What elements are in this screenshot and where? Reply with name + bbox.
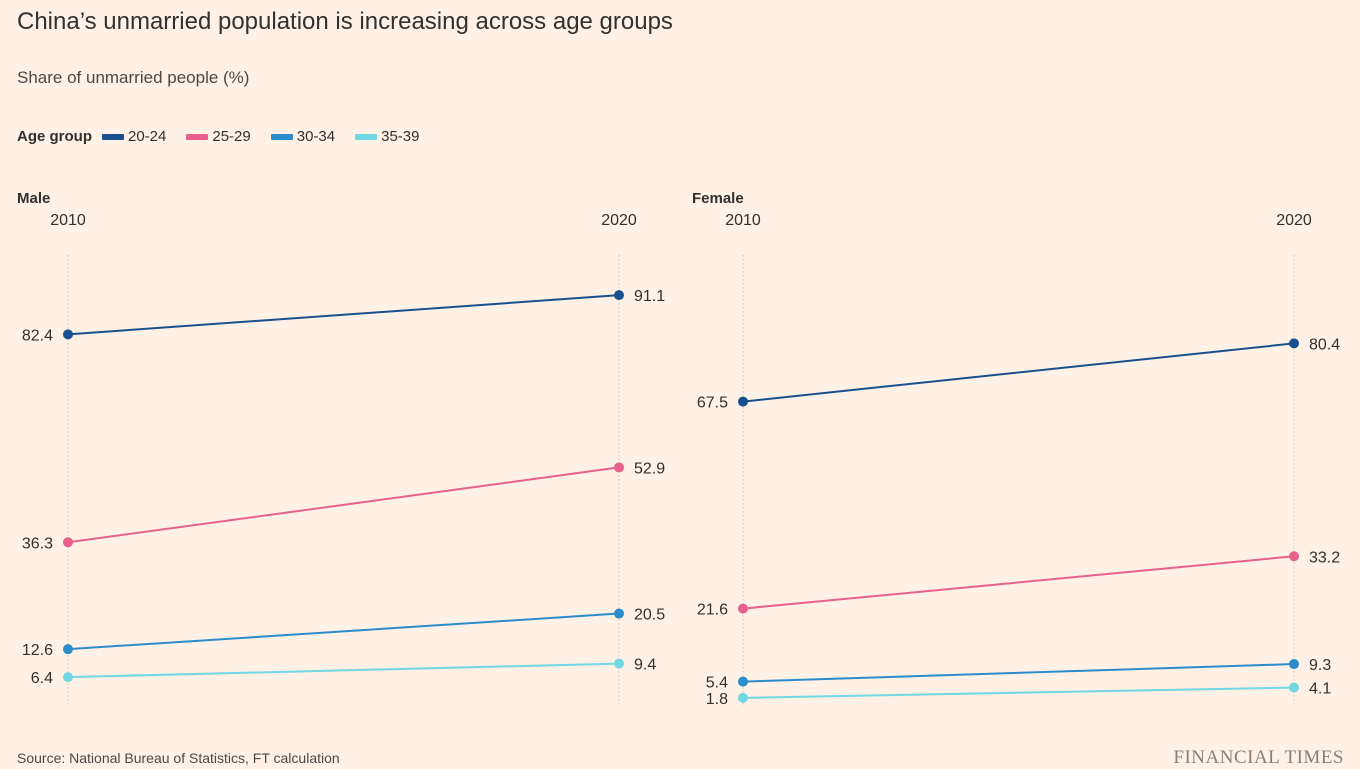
- data-point: [63, 537, 73, 548]
- x-tick-label: 2010: [725, 212, 761, 229]
- chart-subtitle: Share of unmarried people (%): [17, 68, 250, 87]
- data-label: 5.4: [706, 675, 728, 692]
- data-label: 82.4: [22, 327, 53, 344]
- data-point: [614, 462, 624, 473]
- series-line-30-34: [67, 612, 620, 651]
- data-label: 21.6: [697, 602, 728, 619]
- legend-label: 25-29: [212, 128, 251, 145]
- data-label: 4.1: [1309, 681, 1331, 698]
- source-note: Source: National Bureau of Statistics, F…: [17, 750, 340, 766]
- data-point: [1289, 551, 1299, 562]
- ft-logo: FINANCIAL TIMES: [1173, 747, 1344, 768]
- series-line-20-24: [67, 294, 620, 336]
- series-line-35-39: [742, 686, 1295, 699]
- legend-swatch: [270, 133, 293, 140]
- legend-title: Age group: [17, 128, 92, 145]
- data-point: [738, 603, 748, 614]
- data-point: [63, 329, 73, 340]
- data-label: 80.4: [1309, 336, 1340, 353]
- panel-title-female: Female: [692, 190, 744, 207]
- x-tick-label: 2020: [1276, 212, 1312, 229]
- data-label: 12.6: [22, 642, 53, 659]
- legend-label: 35-39: [381, 128, 420, 145]
- x-tick-label: 2010: [50, 212, 86, 229]
- panel-title-male: Male: [17, 190, 51, 207]
- data-point: [738, 692, 748, 703]
- series-line-20-24: [742, 342, 1295, 403]
- data-point: [738, 396, 748, 407]
- x-tick-label: 2020: [601, 212, 637, 229]
- data-point: [1289, 682, 1299, 693]
- legend-label: 30-34: [296, 128, 336, 145]
- data-label: 9.3: [1309, 657, 1331, 674]
- data-label: 9.4: [634, 657, 656, 674]
- data-label: 67.5: [697, 395, 728, 412]
- series-line-25-29: [742, 555, 1295, 610]
- series-line-35-39: [67, 662, 620, 679]
- data-label: 6.4: [31, 670, 53, 687]
- series-line-25-29: [67, 466, 620, 544]
- legend-swatch: [102, 133, 124, 140]
- legend-item-30-34: 30-34: [270, 128, 336, 145]
- legend-item-25-29: 25-29: [186, 128, 251, 145]
- data-point: [614, 658, 624, 669]
- data-point: [614, 608, 624, 619]
- data-label: 91.1: [634, 288, 665, 305]
- data-point: [63, 672, 73, 683]
- data-label: 20.5: [634, 607, 665, 624]
- legend: Age group 20-24 25-29 30-34 35-39: [17, 128, 440, 145]
- legend-label: 20-24: [128, 128, 167, 145]
- data-label: 36.3: [22, 535, 53, 552]
- data-point: [63, 644, 73, 655]
- data-point: [1289, 659, 1299, 670]
- legend-item-20-24: 20-24: [102, 128, 166, 145]
- legend-swatch: [186, 133, 209, 140]
- legend-swatch: [355, 133, 378, 140]
- data-label: 1.8: [706, 691, 728, 708]
- chart-title: China’s unmarried population is increasi…: [17, 8, 673, 35]
- data-label: 52.9: [634, 460, 665, 477]
- data-point: [1289, 338, 1299, 349]
- data-label: 33.2: [1309, 549, 1340, 566]
- legend-item-35-39: 35-39: [355, 128, 420, 145]
- series-line-30-34: [742, 663, 1295, 683]
- data-point: [738, 676, 748, 687]
- data-point: [614, 290, 624, 301]
